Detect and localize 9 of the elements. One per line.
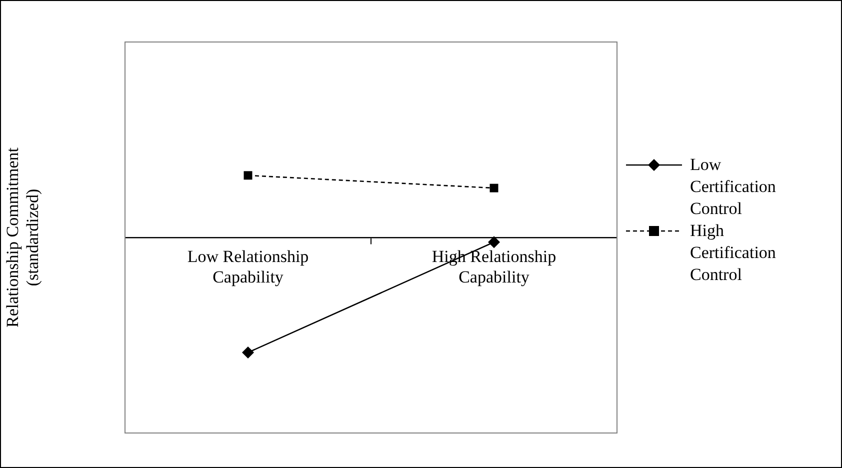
x-tick-label: Low Relationship Capability — [187, 247, 309, 287]
y-axis-title: Relationship Commitment (standardized) — [3, 147, 42, 328]
point — [242, 346, 254, 358]
point — [244, 171, 252, 180]
point — [488, 236, 500, 248]
legend-label: Low Certification Control — [690, 154, 777, 220]
point — [490, 184, 498, 192]
x-tick-label: High Relationship Capability — [432, 247, 556, 287]
legend-label: High Certification Control — [690, 220, 777, 286]
